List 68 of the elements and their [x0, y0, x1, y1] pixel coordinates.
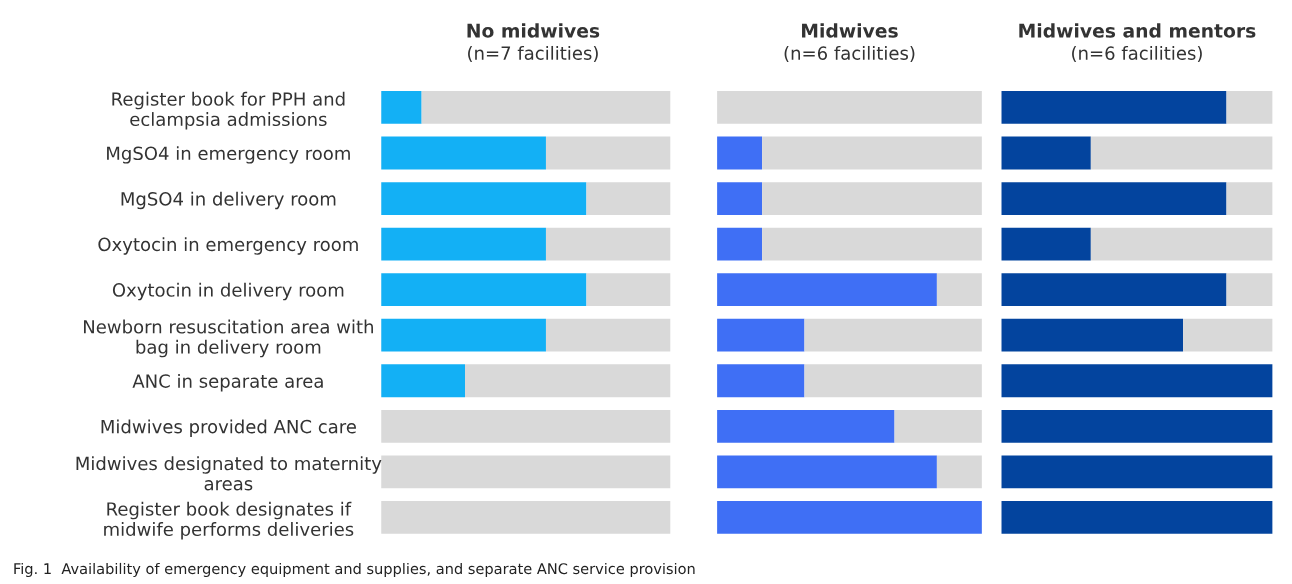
- chart-subtitle: (n=7 facilities): [468, 45, 598, 63]
- chart-title: Midwives and mentors: [1019, 23, 1256, 38]
- y-tick-label: MgSO4 in emergency room: [107, 146, 350, 164]
- bar: [545, 318, 671, 352]
- y-tick-label: Midwives provided ANC care: [101, 419, 356, 437]
- bar: [586, 273, 671, 307]
- bar: [1001, 364, 1273, 398]
- bar: [1001, 409, 1273, 443]
- bar: [717, 455, 937, 489]
- bar: [936, 273, 982, 307]
- bar: [1183, 318, 1273, 352]
- bar: [381, 455, 671, 489]
- bar: [381, 501, 671, 534]
- bar: [717, 273, 937, 307]
- bar: [762, 182, 982, 215]
- chart-subtitle: (n=6 facilities): [784, 45, 915, 63]
- bar: [1226, 273, 1273, 307]
- y-tick-label: Newborn resuscitation area with bag in delivery room: [84, 319, 373, 358]
- y-tick-label: Oxytocin in emergency room: [98, 237, 358, 255]
- y-tick-label: MgSO4 in delivery room: [121, 191, 336, 210]
- bar: [381, 227, 546, 261]
- bar: [1001, 136, 1091, 170]
- bar: [1226, 91, 1273, 124]
- bar: [381, 136, 546, 170]
- bar: [1090, 136, 1273, 170]
- bar: [381, 409, 671, 443]
- bar: [381, 182, 587, 215]
- y-tick-label: Register book for PPH and eclampsia admissions: [112, 91, 345, 130]
- bar: [381, 364, 465, 398]
- bar: [804, 364, 982, 398]
- bar: [894, 409, 982, 443]
- bar: [1001, 455, 1273, 489]
- bar: [381, 91, 422, 124]
- bar: [1090, 227, 1273, 261]
- bar: [717, 91, 982, 124]
- bar: [1001, 182, 1227, 215]
- bar: [717, 227, 763, 261]
- bar: [717, 409, 895, 443]
- bar: [717, 318, 805, 352]
- bar: [936, 455, 982, 489]
- bar: [421, 91, 671, 124]
- bar: [1001, 318, 1184, 352]
- chart-subtitle: (n=6 facilities): [1072, 45, 1202, 63]
- bar: [586, 182, 671, 215]
- bar: [1226, 182, 1273, 215]
- chart-title: Midwives: [802, 23, 898, 38]
- bar: [545, 227, 671, 261]
- bar: [717, 501, 982, 534]
- y-tick-label: Midwives designated to maternity areas: [76, 456, 382, 491]
- bar: [762, 227, 982, 261]
- bar: [717, 364, 805, 398]
- bar: [1001, 273, 1227, 307]
- bar: [717, 182, 763, 215]
- caption: Fig. 1 Availability of emergency equipment and supplies, and separate ANC service provision: [14, 562, 695, 577]
- y-tick-label: Oxytocin in delivery room: [112, 282, 344, 301]
- bar: [804, 318, 982, 352]
- bar: [545, 136, 671, 170]
- bar: [381, 273, 587, 307]
- chart-title: No midwives: [467, 23, 600, 38]
- bar: [381, 318, 546, 352]
- bar: [1001, 227, 1091, 261]
- bar: [1001, 91, 1227, 124]
- bar: [762, 136, 982, 170]
- y-tick-label: Register book designates if midwife performs deliveries: [104, 501, 354, 540]
- bar: [1001, 501, 1273, 534]
- bar: [717, 136, 763, 170]
- y-tick-label: ANC in separate area: [132, 373, 323, 392]
- bar: [465, 364, 671, 398]
